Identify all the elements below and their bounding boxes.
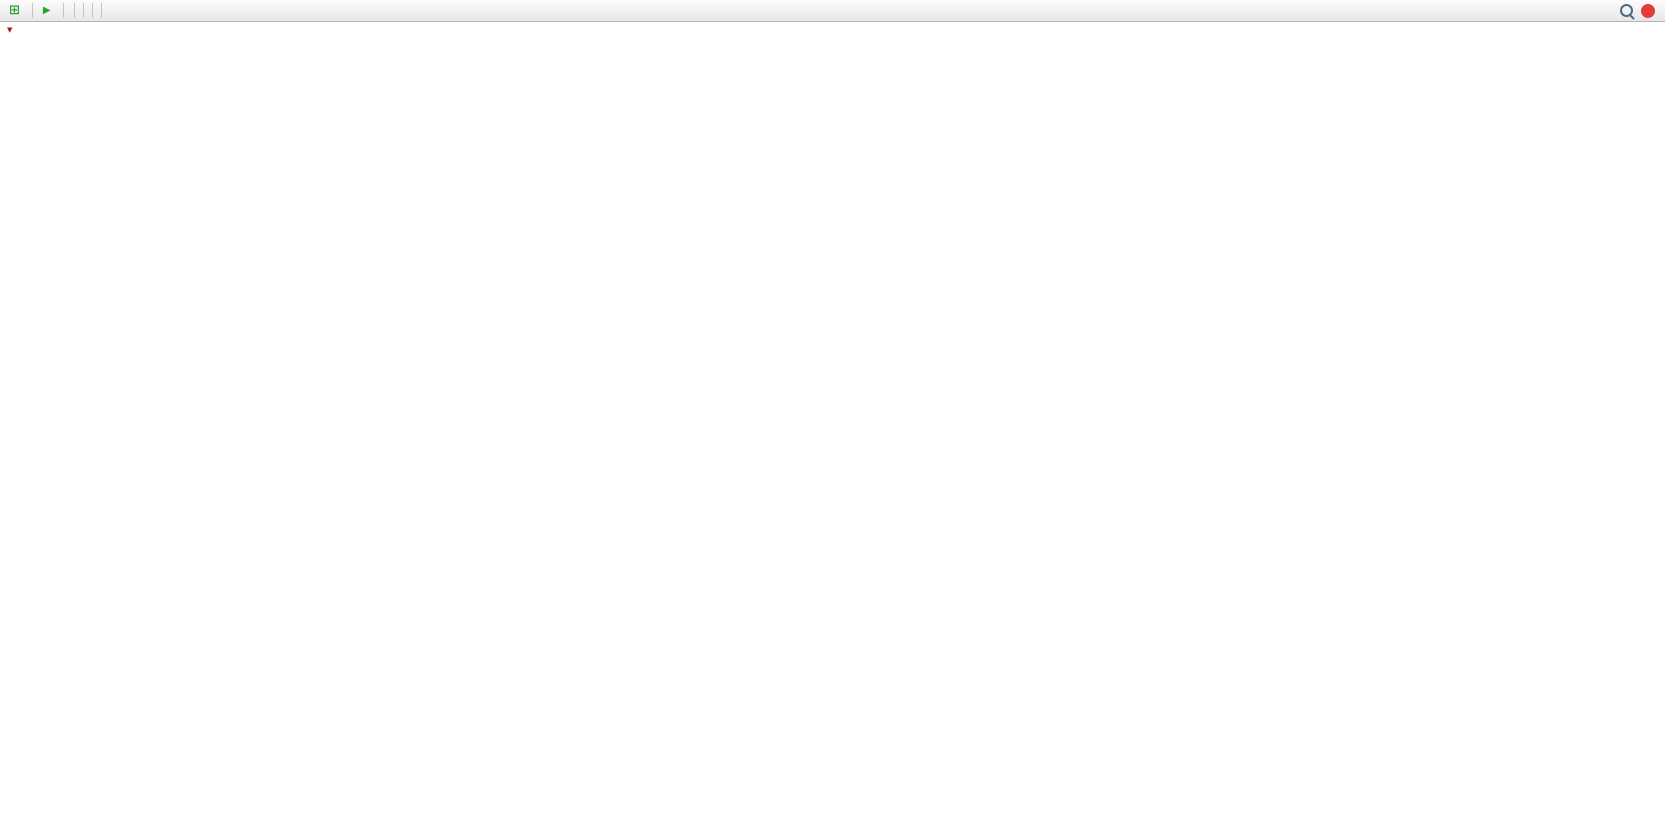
toolbar-separator <box>73 3 75 18</box>
toolbar-separator <box>31 3 33 18</box>
chart-area: ▼ <box>0 22 1665 838</box>
notification-badge[interactable] <box>1641 3 1655 18</box>
time-axis[interactable] <box>0 774 1560 790</box>
symbol-marker-icon: ▼ <box>7 26 13 34</box>
toolbar-separator <box>100 3 102 18</box>
chart-title-row: ▼ <box>7 26 16 34</box>
autotrading-icon: ▶ <box>42 4 51 16</box>
toolbar-separator <box>62 3 64 18</box>
new-order-button[interactable]: ⊞ <box>4 1 28 20</box>
price-axis[interactable] <box>1522 22 1582 792</box>
search-icon <box>1620 4 1633 17</box>
search-button[interactable] <box>1615 1 1638 20</box>
autotrading-button[interactable]: ▶ <box>38 1 59 20</box>
toolbar: ⊞ ▶ <box>0 0 1665 22</box>
toolbar-separator <box>91 3 93 18</box>
toolbar-separator <box>82 3 84 18</box>
new-order-icon: ⊞ <box>9 3 20 18</box>
